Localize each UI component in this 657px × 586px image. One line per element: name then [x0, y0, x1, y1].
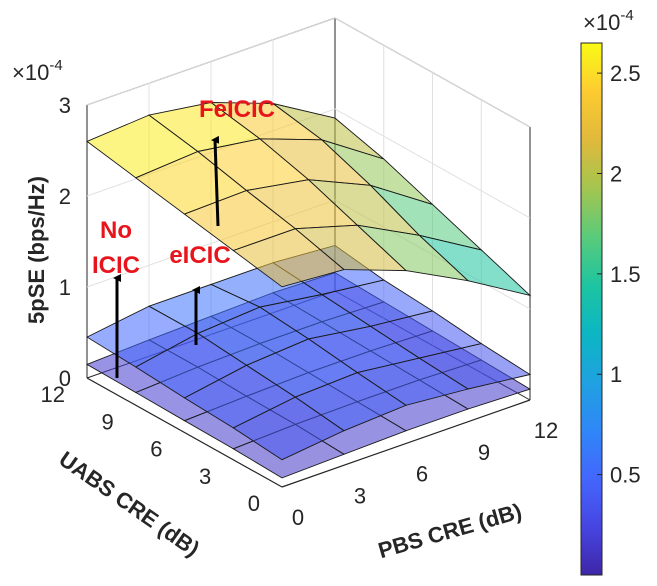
colorbar-tick-label: 1 [610, 362, 622, 387]
colorbar-gradient [580, 42, 603, 576]
x-tick-label: 0 [248, 491, 260, 516]
x-tick-label: 6 [150, 437, 162, 462]
z-tick-label: 0 [59, 366, 71, 391]
colorbar: 0.5 1 1.5 2 2.5 [580, 42, 641, 576]
surface-patch [232, 228, 345, 288]
annotation-arrows [113, 135, 220, 378]
x-tick-label: 3 [199, 464, 211, 489]
y-tick-label: 3 [354, 483, 366, 508]
surface-patch [232, 396, 345, 461]
y-axis-line [281, 399, 531, 488]
y-tick-label: 0 [292, 505, 304, 530]
surface-eicic [86, 245, 532, 461]
annotation-eicic: eICIC [169, 242, 230, 269]
surfaces [85, 102, 532, 479]
grid-line [86, 17, 531, 128]
z-exponent: ×10-4 [12, 57, 63, 85]
annotation-no: No [100, 217, 132, 244]
colorbar-exponent: ×10-4 [583, 7, 634, 35]
colorbar-tick-label: 2.5 [610, 61, 641, 86]
colorbar-tick-label: 0.5 [610, 463, 641, 488]
feicic-arrow [211, 135, 220, 227]
y-tick-label: 9 [478, 440, 490, 465]
x-tick-label: 12 [41, 382, 65, 407]
colorbar-tick-label: 1.5 [610, 262, 641, 287]
annotations: FeICIC eICIC No ICIC [92, 96, 275, 279]
colorbar-tick-label: 2 [610, 161, 622, 186]
y-tick-label: 6 [416, 462, 428, 487]
y-axis-label: PBS CRE (dB) [375, 498, 524, 563]
surface-feicic [86, 102, 532, 297]
z-tick-label: 2 [59, 184, 71, 209]
annotation-feicic: FeICIC [199, 96, 275, 123]
x-axis-label: UABS CRE (dB) [55, 446, 204, 561]
annotation-icic: ICIC [92, 252, 140, 279]
z-tick-label: 3 [59, 93, 71, 118]
z-tick-label: 1 [59, 275, 71, 300]
x-axis-line [86, 377, 283, 488]
y-tick-label: 12 [534, 418, 558, 443]
z-axis-label: 5pSE (bps/Hz) [24, 176, 49, 324]
x-tick-label: 9 [102, 409, 114, 434]
